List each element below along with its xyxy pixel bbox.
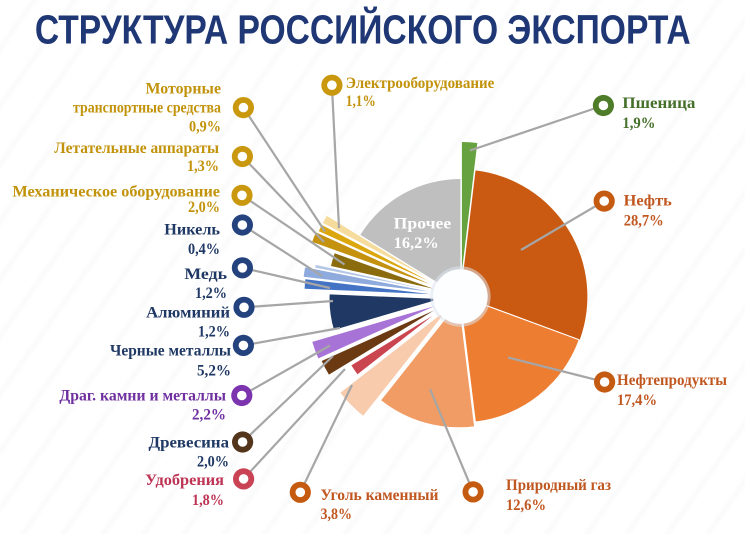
svg-text:Алюминий: Алюминий: [146, 303, 230, 321]
svg-text:Моторные: Моторные: [146, 80, 222, 98]
svg-text:1,3%: 1,3%: [187, 157, 219, 175]
svg-text:Нефть: Нефть: [624, 191, 672, 209]
svg-text:Пшеница: Пшеница: [622, 94, 695, 112]
svg-text:транспортные средства: транспортные средства: [73, 99, 221, 117]
svg-text:СТРУКТУРА РОССИЙСКОГО ЭКСПОРТА: СТРУКТУРА РОССИЙСКОГО ЭКСПОРТА: [35, 7, 691, 53]
svg-text:1,9%: 1,9%: [622, 114, 655, 132]
svg-text:2,0%: 2,0%: [188, 198, 220, 216]
svg-text:Уголь каменный: Уголь каменный: [321, 486, 439, 504]
svg-text:Нефтепродукты: Нефтепродукты: [617, 371, 727, 389]
svg-text:Электрооборудование: Электрооборудование: [346, 74, 495, 92]
svg-text:2,2%: 2,2%: [192, 406, 226, 424]
svg-text:Летательные аппараты: Летательные аппараты: [54, 139, 219, 157]
svg-text:3,8%: 3,8%: [321, 505, 353, 523]
svg-text:0,4%: 0,4%: [188, 240, 220, 258]
svg-text:12,6%: 12,6%: [506, 496, 546, 514]
svg-text:5,2%: 5,2%: [197, 361, 231, 379]
svg-text:0,9%: 0,9%: [189, 118, 221, 136]
svg-text:28,7%: 28,7%: [624, 212, 664, 230]
svg-text:1,2%: 1,2%: [195, 284, 227, 302]
svg-text:16,2%: 16,2%: [394, 234, 439, 252]
svg-text:Природный газ: Природный газ: [506, 476, 611, 494]
svg-text:2,0%: 2,0%: [197, 453, 229, 471]
svg-text:17,4%: 17,4%: [617, 391, 657, 409]
svg-text:Никель: Никель: [164, 221, 220, 239]
svg-text:Прочее: Прочее: [394, 215, 452, 233]
svg-text:1,8%: 1,8%: [192, 491, 224, 509]
svg-text:Медь: Медь: [184, 265, 227, 283]
svg-text:1,2%: 1,2%: [198, 323, 230, 341]
svg-text:Черные металлы: Черные металлы: [110, 342, 231, 360]
svg-text:1,1%: 1,1%: [346, 92, 376, 110]
svg-text:Удобрения: Удобрения: [145, 471, 224, 489]
svg-text:Древесина: Древесина: [149, 434, 230, 452]
svg-text:Механическое оборудование: Механическое оборудование: [12, 183, 220, 201]
svg-text:Драг. камни и металлы: Драг. камни и металлы: [59, 386, 226, 404]
